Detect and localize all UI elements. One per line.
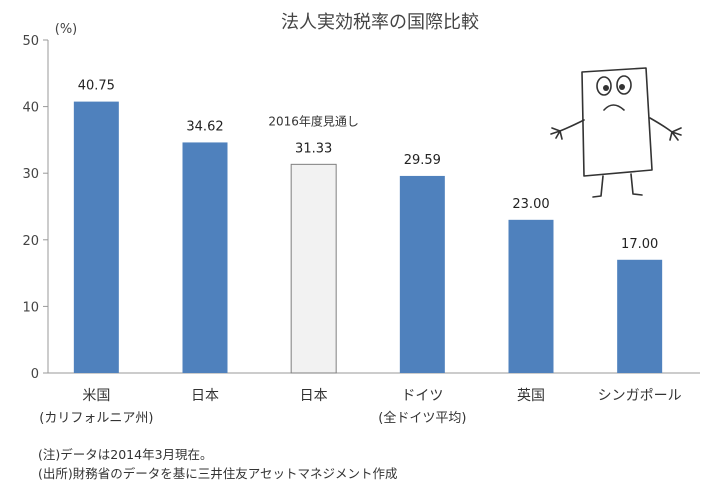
footnote-note: (注)データは2014年3月現在。 bbox=[38, 447, 213, 462]
bar bbox=[290, 163, 337, 374]
x-category-label: ドイツ bbox=[401, 388, 443, 404]
data-label: 40.75 bbox=[78, 79, 115, 94]
bar bbox=[73, 101, 119, 373]
bar-annotation: 2016年度見通し bbox=[268, 113, 359, 128]
x-category-label: 日本 bbox=[191, 388, 219, 404]
x-category-sublabel: (カリフォルニア州) bbox=[39, 411, 153, 426]
data-label: 34.62 bbox=[186, 119, 223, 134]
bar bbox=[182, 142, 228, 373]
data-label: 29.59 bbox=[404, 153, 441, 168]
x-category-sublabel: (全ドイツ平均) bbox=[378, 410, 466, 426]
data-label: 31.33 bbox=[295, 141, 332, 156]
y-unit-label: (%) bbox=[55, 22, 78, 37]
x-category-label: 日本 bbox=[300, 388, 328, 404]
data-label: 23.00 bbox=[512, 197, 549, 212]
footnote-source: (出所)財務省のデータを基に三井住友アセットマネジメント作成 bbox=[38, 466, 398, 481]
y-tick-label: 20 bbox=[22, 234, 39, 249]
worried-document-illustration bbox=[550, 67, 682, 198]
y-tick-label: 10 bbox=[22, 300, 39, 315]
x-category-label: 英国 bbox=[517, 387, 545, 404]
bar bbox=[399, 175, 445, 373]
chart-title: 法人実効税率の国際比較 bbox=[281, 12, 479, 33]
x-category-label: シンガポール bbox=[598, 388, 682, 404]
y-tick-label: 40 bbox=[22, 101, 39, 116]
x-category-label: 米国 bbox=[82, 388, 110, 404]
bars bbox=[73, 101, 663, 374]
labels: 40.75 米国 (カリフォルニア州) 34.62 日本 31.33 日本 2016年度見通し… bbox=[39, 79, 681, 426]
y-tick-label: 0 bbox=[31, 367, 39, 382]
y-tick-label: 30 bbox=[22, 167, 39, 182]
data-label: 17.00 bbox=[621, 237, 658, 252]
y-tick-label: 50 bbox=[22, 34, 39, 49]
bar bbox=[508, 219, 554, 373]
bar bbox=[617, 259, 663, 373]
y-axis: 0 10 20 30 40 50 bbox=[22, 34, 700, 382]
